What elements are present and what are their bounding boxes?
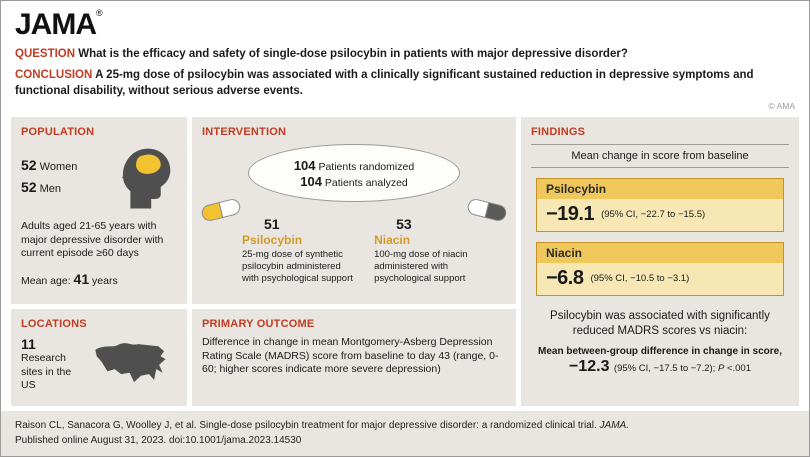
niacin-desc: 100-mg dose of niacin administered with … [374,249,468,285]
psilocybin-count: 51 [264,216,280,233]
mean-age: Mean age: 41 years [21,270,118,287]
conclusion-label: CONCLUSION [15,69,93,82]
findings-note: Psilocybin was associated with significa… [550,310,770,337]
locations-desc: Research sites in the US [21,352,72,392]
question-text: What is the efficacy and safety of singl… [78,47,628,60]
middle-column: INTERVENTION 104 Patients randomized 104… [192,117,516,407]
primary-outcome-title: PRIMARY OUTCOME [202,318,315,331]
conclusion-text: A 25-mg dose of psilocybin was associate… [15,69,754,97]
intervention-panel: INTERVENTION 104 Patients randomized 104… [192,117,516,305]
findings-panel: FINDINGS Mean change in score from basel… [521,117,799,407]
header: JAMA® QUESTION What is the efficacy and … [1,1,809,113]
psilocybin-name: Psilocybin [242,233,303,248]
psilocybin-pill-icon [198,196,243,224]
citation-line1: Raison CL, Sanacora G, Woolley J, et al.… [15,420,629,432]
niacin-count: 53 [396,216,412,233]
right-column: FINDINGS Mean change in score from basel… [521,117,799,407]
citation-line2: Published online August 31, 2023. doi:10… [15,435,302,447]
niacin-result-box: Niacin −6.8 (95% CI, −10.5 to −3.1) [536,242,784,297]
niacin-name: Niacin [374,233,411,248]
locations-title: LOCATIONS [21,318,87,331]
question-line: QUESTION What is the efficacy and safety… [15,47,785,63]
copyright: © AMA [768,101,795,112]
psilocybin-result-label: Psilocybin [537,179,783,200]
us-map-icon [91,336,177,388]
randomized-ellipse: 104 Patients randomized 104 Patients ana… [248,144,460,203]
niacin-arm: 53 Niacin 100-mg dose of niacin administ… [360,216,506,285]
primary-outcome-text: Difference in change in mean Montgomery-… [202,336,499,376]
locations-panel: LOCATIONS 11 Research sites in the US [11,309,187,407]
population-panel: POPULATION 52 Women 52 Men Adults a [11,117,187,305]
panel-area: POPULATION 52 Women 52 Men Adults a [1,117,809,407]
conclusion-line: CONCLUSION A 25-mg dose of psilocybin wa… [15,68,785,99]
psilocybin-result-value: −19.1 [546,203,595,226]
psilocybin-result-box: Psilocybin −19.1 (95% CI, −22.7 to −15.5… [536,178,784,233]
psilocybin-desc: 25-mg dose of synthetic psilocybin admin… [242,249,353,285]
findings-subtitle: Mean change in score from baseline [531,144,789,169]
niacin-result-label: Niacin [537,243,783,264]
psilocybin-arm: 51 Psilocybin 25-mg dose of synthetic ps… [202,216,360,285]
psilocybin-result-ci: (95% CI, −22.7 to −15.5) [601,209,706,221]
population-counts: 52 Women 52 Men [21,157,78,196]
question-label: QUESTION [15,47,76,60]
head-brain-icon [115,146,177,212]
population-desc: Adults aged 21-65 years with major depre… [21,220,164,260]
locations-count: 11 [21,336,36,353]
niacin-result-ci: (95% CI, −10.5 to −3.1) [590,273,690,285]
population-title: POPULATION [21,126,95,139]
jama-logo: JAMA® [15,8,103,41]
niacin-pill-icon [464,196,509,224]
between-group-difference: Mean between-group difference in change … [538,345,782,375]
niacin-result-value: −6.8 [546,267,584,290]
intervention-title: INTERVENTION [202,126,287,139]
citation-footer: Raison CL, Sanacora G, Woolley J, et al.… [1,411,809,456]
primary-outcome-panel: PRIMARY OUTCOME Difference in change in … [192,309,516,407]
findings-title: FINDINGS [531,126,586,139]
left-column: POPULATION 52 Women 52 Men Adults a [11,117,187,407]
